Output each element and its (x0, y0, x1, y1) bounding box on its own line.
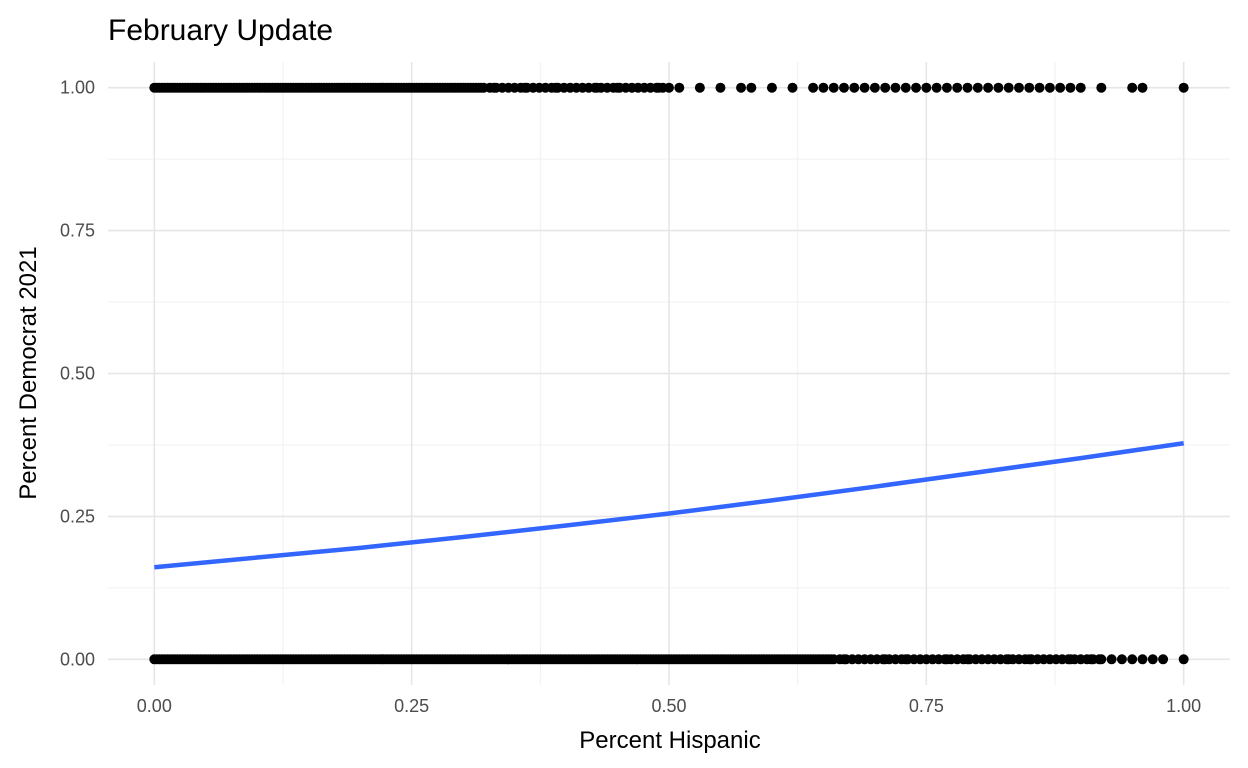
data-point (962, 82, 973, 93)
data-point (519, 82, 530, 93)
data-point (972, 82, 983, 93)
data-point (787, 82, 798, 93)
tick-label-layer: 0.00 0.25 0.50 0.75 1.00 0.00 0.25 0.50 0.75 1.00 (60, 78, 1201, 716)
data-point (1137, 82, 1148, 93)
data-point (931, 82, 942, 93)
data-point (1003, 654, 1014, 665)
data-point (1055, 82, 1066, 93)
data-point (838, 654, 849, 665)
data-point (1178, 654, 1189, 665)
trend-line-layer (154, 441, 1185, 570)
data-point (1096, 82, 1107, 93)
data-point (653, 82, 664, 93)
data-point (1137, 654, 1148, 665)
data-point (736, 82, 747, 93)
trend-line (154, 441, 1185, 570)
data-point (694, 82, 705, 93)
data-point (1127, 82, 1138, 93)
data-point (1127, 654, 1138, 665)
data-point (900, 654, 911, 665)
data-point (591, 82, 602, 93)
data-point (849, 82, 860, 93)
data-point (489, 82, 500, 93)
data-point (952, 82, 963, 93)
data-point (1086, 654, 1097, 665)
data-point (1044, 82, 1055, 93)
y-tick-label: 0.00 (60, 649, 95, 669)
data-point (941, 82, 952, 93)
data-point (993, 82, 1004, 93)
data-point (1013, 82, 1024, 93)
data-point (911, 82, 922, 93)
y-tick-label: 0.75 (60, 221, 95, 241)
data-point (1096, 654, 1107, 665)
data-point (808, 82, 819, 93)
data-point (1003, 82, 1014, 93)
data-point (1075, 82, 1086, 93)
data-point (1178, 82, 1189, 93)
data-point (921, 82, 932, 93)
data-point (612, 82, 623, 93)
data-point (1116, 654, 1127, 665)
data-point (941, 654, 952, 665)
y-tick-label: 0.50 (60, 364, 95, 384)
data-point (828, 82, 839, 93)
data-point (664, 82, 674, 93)
data-point (1106, 654, 1117, 665)
data-point (1158, 654, 1169, 665)
data-point (818, 82, 829, 93)
x-tick-label: 0.75 (909, 696, 944, 716)
points-layer (149, 82, 1189, 665)
x-tick-label: 0.00 (137, 696, 172, 716)
data-point (1024, 654, 1035, 665)
data-point (746, 82, 757, 93)
data-point (869, 82, 880, 93)
x-axis-title: Percent Hispanic (579, 727, 760, 754)
y-axis-title: Percent Democrat 2021 (15, 246, 42, 499)
data-point (674, 82, 685, 93)
data-point (1147, 654, 1158, 665)
y-tick-label: 1.00 (60, 78, 95, 98)
data-point (890, 82, 901, 93)
data-point (880, 654, 891, 665)
data-point (900, 82, 911, 93)
data-point (550, 82, 561, 93)
y-tick-label: 0.25 (60, 506, 95, 526)
data-point (766, 82, 777, 93)
chart-title: February Update (108, 14, 333, 47)
data-point (1065, 654, 1076, 665)
data-point (880, 82, 891, 93)
data-point (859, 82, 870, 93)
data-point (715, 82, 726, 93)
data-point (838, 82, 849, 93)
x-tick-label: 1.00 (1166, 696, 1201, 716)
data-point (1024, 82, 1035, 93)
grid-layer (108, 62, 1230, 685)
data-point (1034, 82, 1045, 93)
x-tick-label: 0.50 (651, 696, 686, 716)
x-tick-label: 0.25 (394, 696, 429, 716)
data-point (983, 82, 994, 93)
data-point (962, 654, 973, 665)
data-point (1065, 82, 1076, 93)
